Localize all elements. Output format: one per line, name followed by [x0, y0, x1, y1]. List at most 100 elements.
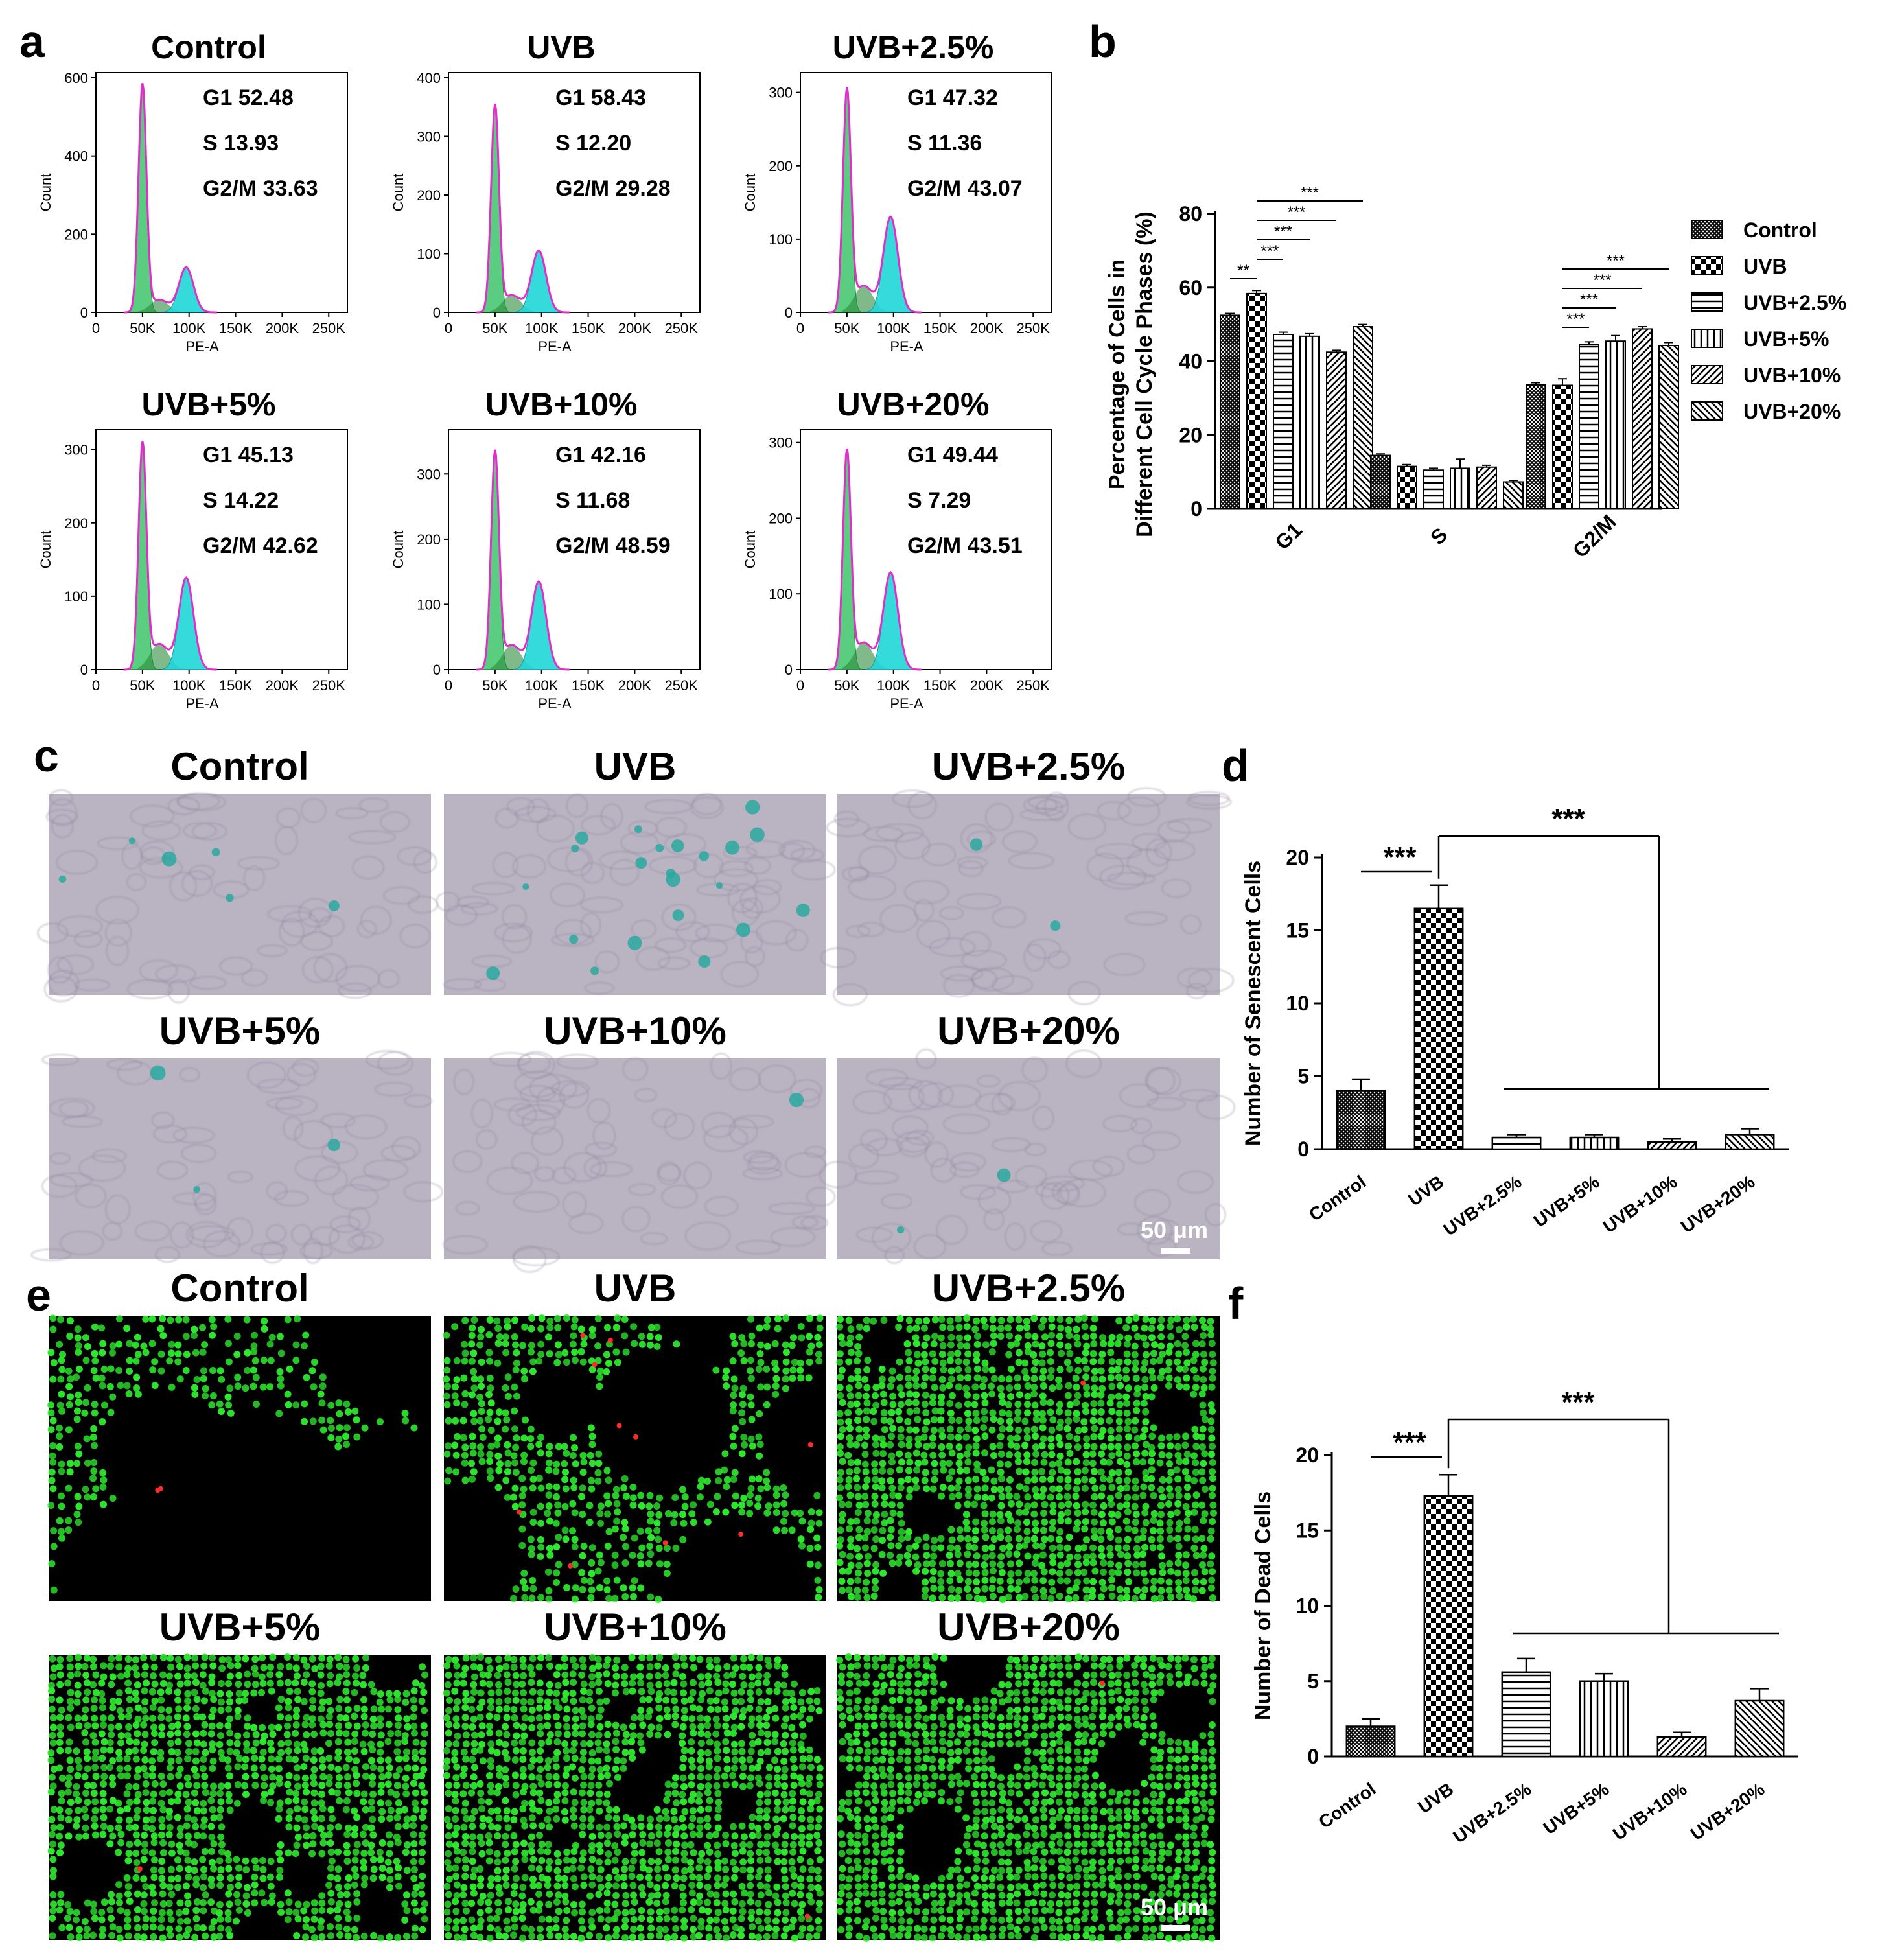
cell-outline — [1125, 911, 1167, 926]
live-cell — [487, 1757, 494, 1765]
live-cell — [1191, 1425, 1199, 1433]
live-cell — [184, 1755, 192, 1763]
live-cell — [799, 1721, 807, 1729]
live-cell — [394, 1739, 402, 1747]
live-cell — [184, 1814, 192, 1822]
live-cell — [91, 1722, 99, 1730]
cell-outline — [348, 1235, 374, 1250]
live-cell — [210, 1933, 218, 1941]
live-cell — [781, 1526, 789, 1534]
live-cell — [552, 1805, 560, 1813]
live-cell — [117, 1713, 125, 1721]
live-cell — [216, 1690, 224, 1698]
live-cell — [81, 1806, 89, 1814]
live-cell — [327, 1806, 335, 1814]
live-cell — [854, 1593, 861, 1601]
cell-outline — [860, 1129, 887, 1151]
live-cell — [1207, 1325, 1214, 1333]
bar — [1220, 314, 1240, 509]
live-cell — [1014, 1334, 1022, 1342]
live-cell — [1148, 1443, 1156, 1451]
live-cell — [1090, 1340, 1098, 1348]
live-cell — [476, 1746, 484, 1754]
live-cell — [217, 1833, 225, 1841]
live-cell — [1190, 1366, 1198, 1374]
live-cell — [713, 1740, 721, 1748]
live-cell — [913, 1351, 921, 1359]
cell-outline — [512, 854, 546, 878]
live-cell — [754, 1494, 762, 1502]
live-cell — [351, 1807, 358, 1815]
live-cell — [861, 1441, 869, 1449]
live-cell — [421, 1915, 428, 1923]
live-cell — [940, 1366, 947, 1374]
live-cell — [921, 1425, 929, 1433]
legend-swatch — [1691, 256, 1723, 275]
live-cell — [577, 1325, 585, 1333]
live-cell — [806, 1697, 813, 1705]
live-cell — [771, 1731, 779, 1738]
live-cell — [636, 1663, 644, 1671]
live-cell — [929, 1485, 937, 1493]
live-cell — [836, 1323, 844, 1331]
live-cell — [478, 1805, 486, 1813]
live-cell — [141, 1671, 148, 1679]
live-cell — [972, 1393, 980, 1401]
live-cell — [806, 1333, 813, 1340]
live-cell — [58, 1366, 66, 1373]
live-cell — [268, 1723, 275, 1731]
live-cell — [98, 1916, 106, 1924]
live-cell — [521, 1323, 529, 1331]
live-cell — [141, 1698, 149, 1706]
live-cell — [351, 1712, 358, 1720]
live-cell — [845, 1358, 853, 1366]
live-cell — [470, 1663, 478, 1671]
live-cell — [234, 1712, 242, 1720]
live-cell — [1107, 1349, 1115, 1357]
live-cell — [520, 1788, 528, 1796]
significance-label: *** — [1607, 252, 1625, 270]
live-cell — [588, 1766, 596, 1773]
cell-outline — [746, 840, 785, 858]
live-cell — [714, 1766, 721, 1773]
live-cell — [1165, 1348, 1173, 1356]
live-cell — [947, 1544, 955, 1552]
live-cell — [595, 1798, 603, 1806]
live-cell — [771, 1789, 779, 1797]
live-cell — [546, 1731, 554, 1738]
live-cell — [57, 1814, 65, 1822]
cell-outline — [44, 976, 78, 1002]
x-tick-label: 100K — [525, 677, 559, 694]
live-cell — [132, 1850, 140, 1858]
live-cell — [477, 1333, 485, 1341]
cell-outline — [47, 957, 73, 984]
live-cell — [612, 1721, 620, 1729]
live-cell — [898, 1477, 905, 1485]
live-cell — [510, 1594, 518, 1602]
cell-outline — [943, 1114, 990, 1134]
live-cell — [1014, 1526, 1021, 1534]
senescent-cell — [699, 851, 709, 861]
live-cell — [208, 1679, 216, 1686]
live-cell — [923, 1418, 931, 1426]
live-cell — [1182, 1502, 1190, 1510]
live-cell — [964, 1410, 971, 1418]
cell-outline — [381, 1145, 415, 1161]
cell-outline — [51, 814, 73, 838]
live-cell — [142, 1824, 150, 1832]
live-cell — [527, 1435, 535, 1443]
live-cell — [721, 1698, 728, 1706]
live-cell — [150, 1839, 158, 1847]
live-cell — [218, 1656, 226, 1664]
live-cell — [377, 1721, 384, 1729]
live-cell — [504, 1449, 512, 1457]
cell-outline — [380, 811, 410, 832]
live-cell — [511, 1484, 519, 1492]
live-cell — [1198, 1433, 1206, 1441]
live-cell — [149, 1797, 157, 1805]
live-cell — [303, 1824, 310, 1832]
live-cell — [1006, 1476, 1014, 1484]
live-cell — [956, 1526, 964, 1534]
panel-letter-d: d — [1222, 740, 1249, 791]
live-cell — [134, 1715, 142, 1723]
